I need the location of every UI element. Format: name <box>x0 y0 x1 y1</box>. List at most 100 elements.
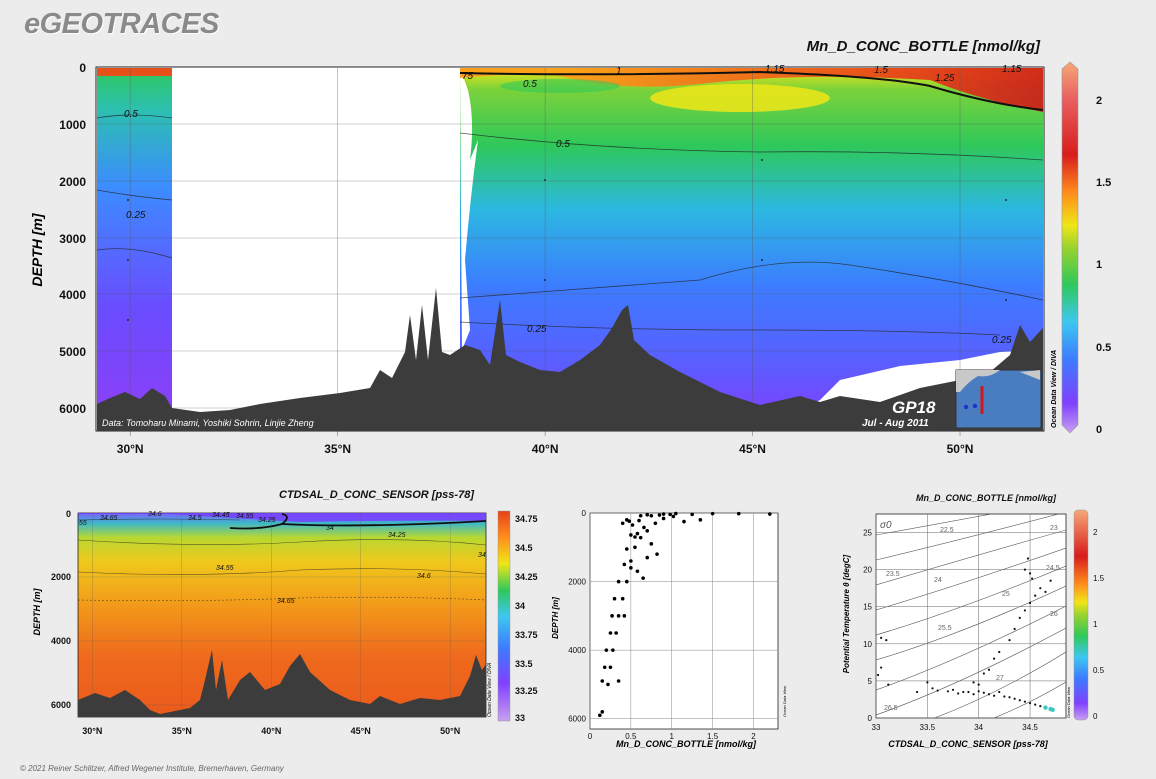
svg-text:Mn_D_CONC_BOTTLE [nmol/kg]: Mn_D_CONC_BOTTLE [nmol/kg] <box>616 739 757 749</box>
data-point <box>620 596 625 601</box>
data-point <box>876 673 880 677</box>
svg-text:27: 27 <box>996 675 1004 682</box>
data-point <box>926 681 929 684</box>
data-point <box>1039 587 1042 590</box>
data-point <box>604 648 609 652</box>
y-tick-label: 15 <box>863 603 872 612</box>
data-point <box>645 529 650 533</box>
contour-label: 0.5 <box>556 139 570 150</box>
lat-tick-label: 40°N <box>532 442 559 456</box>
svg-text:0: 0 <box>1096 424 1102 436</box>
data-point <box>880 636 883 639</box>
y-tick-label: 2000 <box>568 578 586 587</box>
station-map-inset <box>955 369 1042 429</box>
x-tick-label: 33 <box>872 723 881 732</box>
svg-text:34: 34 <box>515 601 525 611</box>
data-point <box>635 569 640 574</box>
period-label: Jul - Aug 2011 <box>862 418 929 429</box>
salinity-section-title: CTDSAL_D_CONC_SENSOR [pss-78] <box>279 489 474 501</box>
lat-tick-label: 35°N <box>324 442 351 456</box>
data-point <box>946 690 949 693</box>
data-point <box>638 513 643 518</box>
main-section-plot: 75 0.5 1 1.15 1.5 1.25 1.15 0.5 0.5 0.25… <box>29 61 1111 456</box>
svg-text:Ocean Data View: Ocean Data View <box>782 685 787 717</box>
salinity-seafloor <box>78 650 486 717</box>
contour-label: 1.5 <box>874 65 888 76</box>
data-point <box>967 690 970 694</box>
svg-text:2000: 2000 <box>59 175 86 189</box>
contour-label: 0.25 <box>126 210 146 221</box>
svg-text:1: 1 <box>1096 259 1102 271</box>
svg-text:34.55: 34.55 <box>216 565 234 572</box>
x-tick-label: 33.5 <box>920 723 936 732</box>
data-point <box>931 687 934 690</box>
svg-text:3000: 3000 <box>59 232 86 246</box>
data-point <box>649 513 654 518</box>
svg-text:6000: 6000 <box>51 700 71 710</box>
main-section-title: Mn_D_CONC_BOTTLE [nmol/kg] <box>806 38 1040 55</box>
svg-text:33: 33 <box>515 713 525 723</box>
data-point <box>972 681 975 684</box>
x-tick-label: 2 <box>751 732 756 741</box>
svg-text:34.5: 34.5 <box>188 515 202 522</box>
data-point <box>616 679 621 683</box>
data-point <box>1013 697 1016 700</box>
data-point <box>635 531 640 536</box>
svg-text:26: 26 <box>1050 611 1058 618</box>
data-point <box>1049 579 1052 582</box>
x-tick-label: 0.5 <box>625 732 637 741</box>
data-point <box>661 516 666 521</box>
data-point <box>624 518 629 522</box>
data-point <box>1043 705 1048 710</box>
data-point <box>653 521 658 526</box>
svg-text:22.5: 22.5 <box>940 527 954 534</box>
data-point <box>624 579 629 584</box>
data-point <box>616 579 621 584</box>
data-point <box>736 511 741 516</box>
svg-text:4000: 4000 <box>59 288 86 302</box>
egeotraces-logo: eGEOTRACES <box>24 8 219 40</box>
x-tick-label: 34 <box>974 723 983 732</box>
svg-text:34.25: 34.25 <box>388 532 406 539</box>
svg-text:2: 2 <box>1093 528 1098 537</box>
data-point <box>977 683 980 686</box>
svg-text:34.75: 34.75 <box>515 514 538 524</box>
y-tick-label: 25 <box>863 529 872 538</box>
data-point <box>668 512 672 517</box>
data-point <box>887 683 890 686</box>
svg-text:24: 24 <box>934 577 942 584</box>
data-point <box>620 521 625 526</box>
mn-surface-max <box>97 68 1043 112</box>
data-point <box>1050 707 1055 713</box>
data-point <box>880 666 883 669</box>
lat-tick-label: 30°N <box>117 442 144 456</box>
contour-label: 1.15 <box>1002 64 1022 75</box>
data-point <box>1039 705 1042 708</box>
y-tick-label: 0 <box>582 509 587 518</box>
svg-text:Ocean Data View: Ocean Data View <box>1066 686 1071 718</box>
y-tick-label: 20 <box>863 566 872 575</box>
mn-seafloor <box>97 288 1043 431</box>
lat-tick-label: 50°N <box>440 726 460 736</box>
svg-text:34.65: 34.65 <box>100 515 118 522</box>
data-point <box>987 668 991 671</box>
lat-tick-label: 30°N <box>82 726 102 736</box>
data-point <box>1008 639 1011 642</box>
data-point <box>622 614 627 618</box>
data-point <box>1028 702 1032 705</box>
data-point <box>972 693 975 696</box>
svg-text:Potential Temperature θ [degC]: Potential Temperature θ [degC] <box>842 554 851 673</box>
data-point <box>1028 601 1032 605</box>
data-point <box>998 650 1001 654</box>
svg-text:1: 1 <box>1093 620 1098 629</box>
data-point <box>657 513 662 517</box>
x-tick-label: 34.5 <box>1022 723 1038 732</box>
svg-text:σ0: σ0 <box>880 520 892 531</box>
svg-text:34.55: 34.55 <box>236 513 254 520</box>
data-point <box>671 514 676 519</box>
data-point <box>614 631 618 635</box>
lat-tick-label: 45°N <box>739 442 766 456</box>
svg-text:23: 23 <box>1050 525 1058 532</box>
svg-text:2: 2 <box>1096 95 1102 107</box>
data-point <box>682 519 686 524</box>
